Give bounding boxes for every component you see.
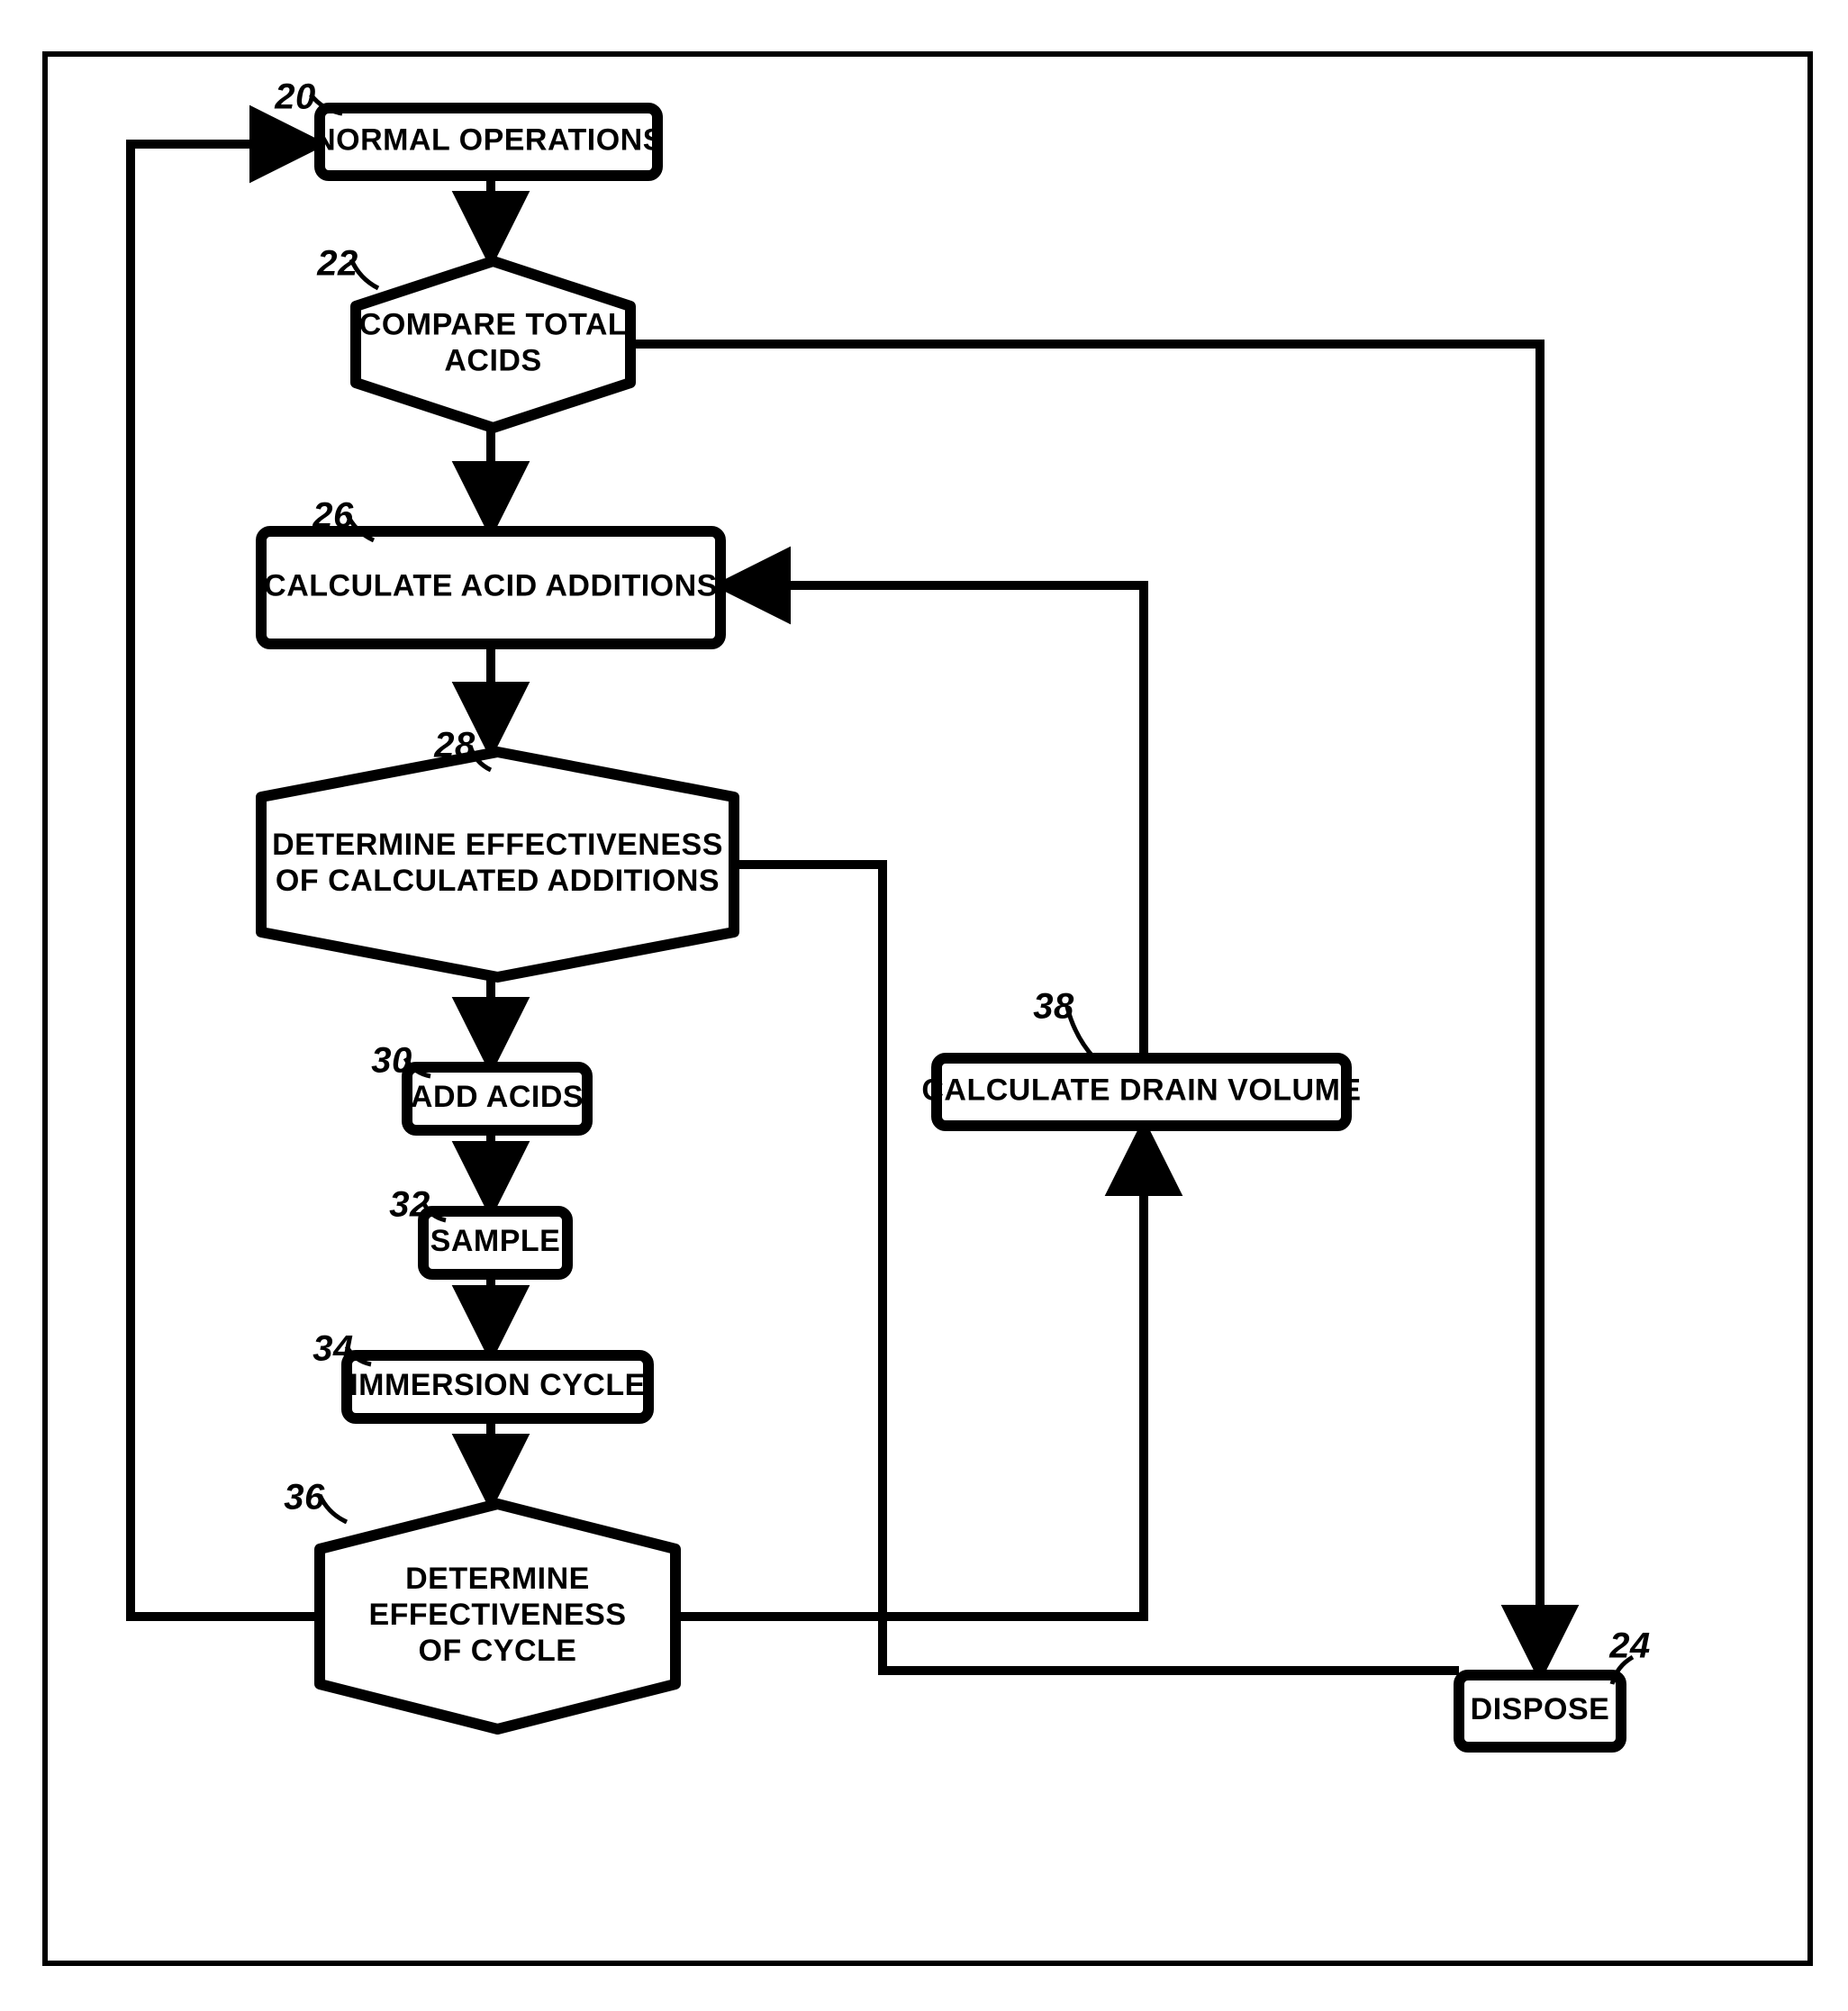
node-n30-line-0: ADD ACIDS [411,1080,584,1114]
node-n34-line-0: IMMERSION CYCLE [349,1368,646,1402]
node-n28-line-1: OF CALCULATED ADDITIONS [276,864,720,898]
node-n36-line-1: EFFECTIVENESS [368,1598,626,1632]
ref-20: 20 [274,77,316,117]
ref-28: 28 [433,726,476,765]
ref-38: 38 [1033,987,1074,1027]
node-n36-line-2: OF CYCLE [419,1634,577,1668]
node-n22-line-1: ACIDS [444,344,541,378]
node-n32-line-0: SAMPLE [430,1224,561,1258]
node-n26-line-0: CALCULATE ACID ADDITIONS [264,568,718,602]
node-n28-line-0: DETERMINE EFFECTIVENESS [272,828,723,862]
node-n20-line-0: NORMAL OPERATIONS [313,122,664,157]
node-n36-line-0: DETERMINE [405,1562,590,1596]
node-n24-line-0: DISPOSE [1471,1692,1610,1726]
node-n38-line-0: CALCULATE DRAIN VOLUME [921,1073,1361,1107]
node-n22-line-0: COMPARE TOTAL [359,307,627,341]
